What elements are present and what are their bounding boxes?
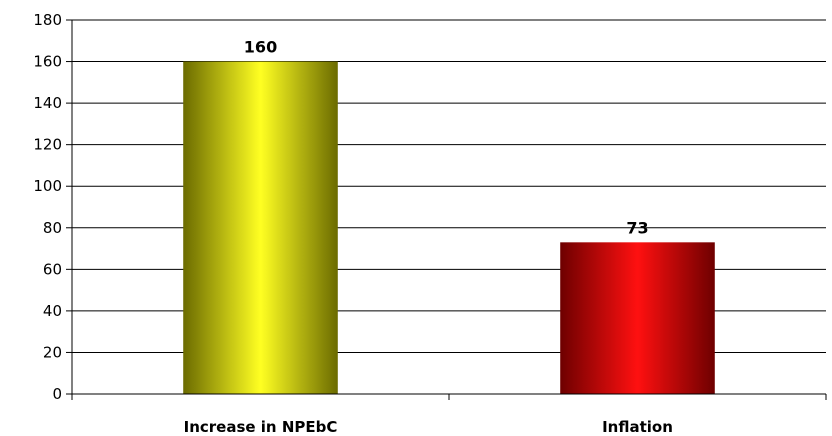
x-category-label-1: Inflation [602, 418, 673, 436]
bars [183, 61, 715, 395]
bar-1 [560, 242, 715, 394]
y-tick-label: 100 [33, 177, 62, 195]
data-label-0: 160 [244, 38, 277, 57]
y-tick-label: 140 [33, 94, 62, 112]
y-tick-label: 60 [43, 260, 62, 278]
axes [66, 19, 827, 400]
y-tick-label: 40 [43, 302, 62, 320]
y-tick-label: 20 [43, 343, 62, 361]
y-tick-label: 80 [43, 219, 62, 237]
data-label-1: 73 [626, 218, 648, 237]
y-tick-label: 180 [33, 11, 62, 29]
labels: 0 20 40 60 80 100 120 140 160 180 160 Increase in N… [33, 11, 673, 436]
y-tick-label: 0 [52, 385, 62, 403]
bar-0 [183, 61, 338, 395]
y-tick-label: 160 [33, 53, 62, 71]
y-tick-label: 120 [33, 136, 62, 154]
x-category-label-0: Increase in NPEbC [184, 418, 338, 436]
